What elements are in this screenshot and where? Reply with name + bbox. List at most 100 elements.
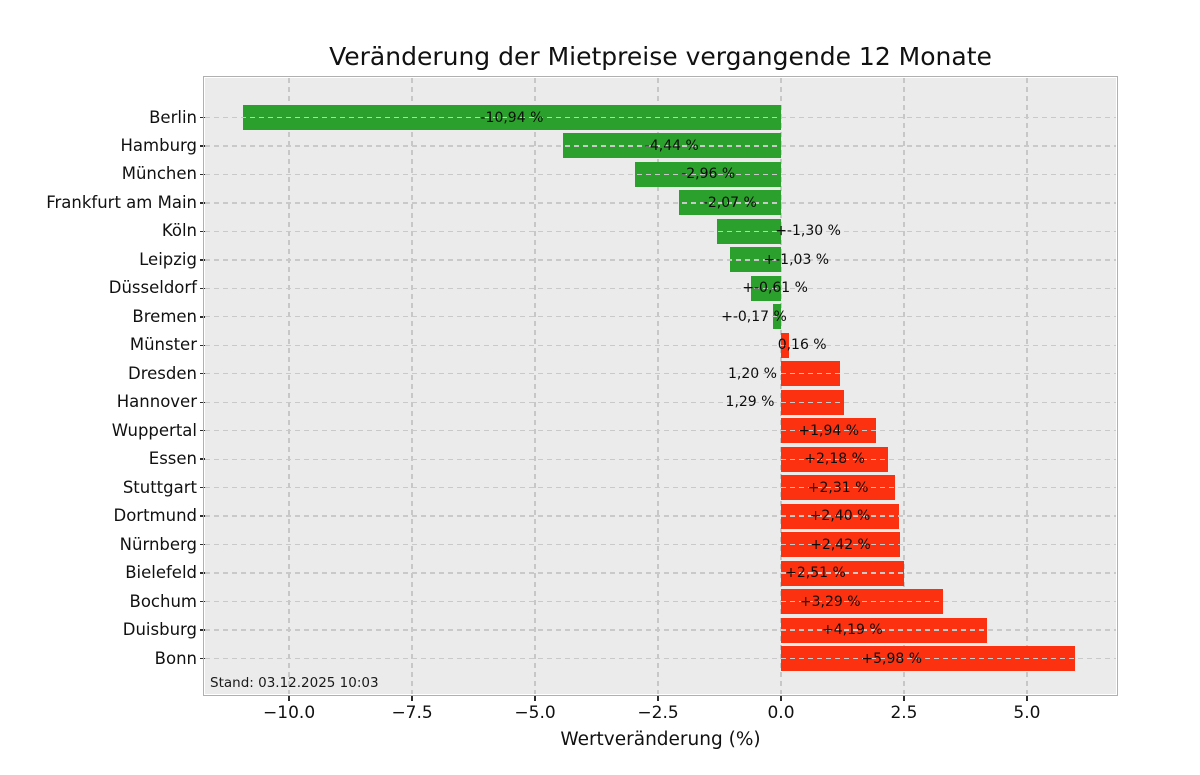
y-tick-label-bielefeld: Bielefeld	[125, 562, 197, 582]
y-tick-label-d-sseldorf: Düsseldorf	[108, 278, 197, 298]
bar-value-label: +2,42 %	[810, 536, 871, 553]
y-tick-label-duisburg: Duisburg	[122, 619, 197, 639]
y-tick-mark	[200, 515, 205, 517]
gridline-vertical	[534, 78, 536, 694]
plot-area: Stand: 03.12.2025 10:03 -10,94 % -4,44 % -…	[205, 78, 1116, 694]
gridline-horizontal	[205, 287, 1116, 289]
bar-value-label: -4,44 %	[644, 137, 699, 154]
y-tick-mark	[200, 373, 205, 375]
bar-value-label: +4,19 %	[822, 622, 883, 639]
gridline-horizontal	[205, 401, 1116, 403]
bar-value-label: +-0,61 %	[742, 280, 808, 297]
y-tick-label-berlin: Berlin	[149, 107, 197, 127]
y-tick-mark	[200, 657, 205, 660]
bar-value-label: +-0,17 %	[721, 308, 787, 325]
x-tick-mark	[657, 695, 659, 701]
x-tick-mark	[534, 695, 536, 701]
y-tick-label-bonn: Bonn	[154, 648, 197, 668]
x-tick-label: 2.5	[890, 703, 918, 723]
bar-value-label: 1,29 %	[725, 394, 775, 411]
x-tick-mark	[903, 695, 905, 701]
gridline-horizontal	[205, 316, 1116, 318]
y-tick-label-frankfurt-am-main: Frankfurt am Main	[46, 192, 197, 212]
x-tick-mark	[411, 695, 413, 701]
gridline-horizontal	[205, 458, 1116, 460]
gridline-horizontal	[205, 543, 1116, 546]
y-tick-mark	[200, 344, 205, 346]
gridline-horizontal	[205, 259, 1116, 261]
bar-value-label: -2,07 %	[702, 194, 757, 211]
y-tick-mark	[200, 202, 205, 204]
x-tick-mark	[288, 695, 290, 701]
bar-value-label: -2,96 %	[681, 166, 736, 183]
y-tick-label-bremen: Bremen	[132, 306, 197, 326]
y-tick-label-hannover: Hannover	[116, 391, 197, 411]
bar-value-label: +-1,03 %	[763, 251, 830, 268]
gridline-horizontal	[205, 344, 1116, 346]
gridline-horizontal	[205, 230, 1116, 233]
gridline-horizontal	[205, 202, 1116, 204]
bar-value-label: +3,29 %	[799, 593, 861, 610]
x-tick-mark	[1026, 695, 1028, 701]
gridline-vertical	[1026, 78, 1028, 694]
y-tick-mark	[200, 116, 205, 119]
bar-value-label: 0,16 %	[777, 337, 827, 354]
y-tick-label-hamburg: Hamburg	[120, 135, 198, 155]
y-tick-label-m-nchen: München	[121, 164, 197, 184]
y-tick-mark	[200, 259, 205, 261]
y-tick-label-leipzig: Leipzig	[139, 249, 197, 269]
y-tick-mark	[200, 430, 205, 432]
y-tick-mark	[200, 543, 205, 546]
gridline-horizontal	[205, 515, 1116, 517]
y-tick-mark	[200, 458, 205, 460]
gridline-horizontal	[205, 572, 1116, 574]
y-tick-mark	[200, 486, 205, 489]
x-tick-label: −10.0	[263, 703, 316, 723]
gridline-horizontal	[205, 657, 1116, 660]
y-tick-label-k-ln: Köln	[161, 221, 197, 241]
y-tick-label-m-nster: Münster	[129, 335, 197, 355]
x-axis-label: Wertveränderung (%)	[560, 729, 761, 750]
bar-value-label: +1,94 %	[798, 422, 860, 439]
y-tick-mark	[200, 316, 205, 318]
bar-value-label: +2,40 %	[809, 508, 871, 525]
gridline-vertical	[411, 78, 413, 694]
bar-value-label: +2,51 %	[785, 565, 846, 582]
y-tick-mark	[200, 230, 205, 233]
x-tick-label: 0.0	[767, 703, 795, 723]
y-tick-mark	[200, 173, 205, 176]
gridline-horizontal	[205, 600, 1116, 603]
y-tick-label-bochum: Bochum	[129, 591, 197, 611]
bar-value-label: 1,20 %	[728, 365, 777, 382]
y-tick-mark	[200, 401, 205, 403]
gridline-vertical	[288, 78, 290, 694]
gridline-horizontal	[205, 173, 1116, 176]
gridline-horizontal	[205, 487, 1116, 489]
x-tick-label: −5.0	[514, 703, 556, 723]
y-tick-mark	[200, 287, 205, 290]
x-tick-label: −2.5	[637, 703, 679, 723]
x-tick-mark	[780, 695, 782, 701]
gridline-horizontal	[205, 629, 1116, 631]
gridline-vertical	[780, 78, 782, 694]
bar-value-label: -10,94 %	[480, 109, 544, 126]
y-tick-mark	[200, 572, 205, 574]
y-tick-mark	[200, 629, 205, 631]
y-tick-label-stuttgart: Stuttgart	[122, 477, 197, 497]
gridline-horizontal	[205, 116, 1116, 119]
bar-value-label: +2,18 %	[804, 451, 865, 468]
y-tick-label-n-rnberg: Nürnberg	[119, 534, 197, 554]
gridline-horizontal	[205, 373, 1116, 375]
x-tick-label: 5.0	[1013, 703, 1041, 723]
gridline-horizontal	[205, 145, 1116, 147]
chart-title: Veränderung der Mietpreise vergangende 1…	[329, 42, 992, 71]
y-tick-label-essen: Essen	[148, 448, 197, 468]
bar-value-label: +-1,30 %	[775, 223, 841, 240]
stand-annotation: Stand: 03.12.2025 10:03	[210, 675, 379, 691]
gridline-vertical	[657, 78, 659, 694]
gridline-horizontal	[205, 430, 1116, 432]
y-tick-label-dortmund: Dortmund	[113, 505, 197, 525]
bar-value-label: +5,98 %	[861, 650, 923, 667]
y-tick-mark	[200, 600, 205, 603]
